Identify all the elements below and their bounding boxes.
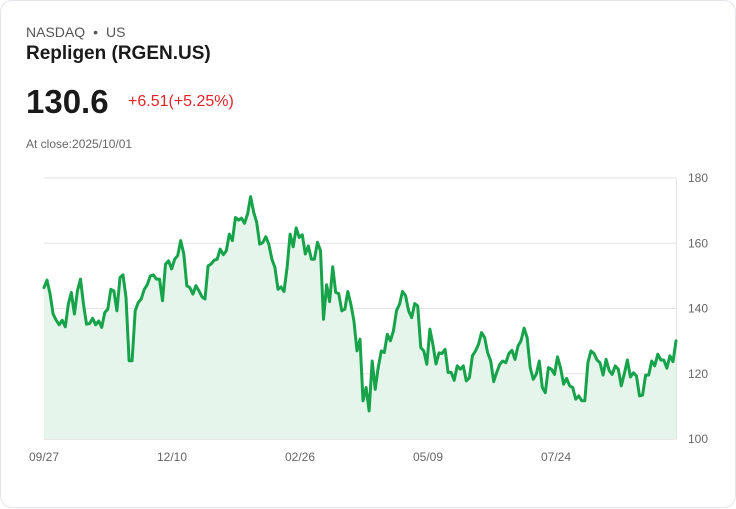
close-date: At close:2025/10/01: [26, 137, 133, 151]
y-tick-label: 100: [688, 432, 708, 446]
area-fill: [44, 196, 676, 439]
y-tick-label: 180: [688, 171, 708, 185]
x-tick-label: 12/10: [157, 450, 187, 464]
y-tick-label: 160: [688, 236, 708, 250]
separator: •: [93, 24, 99, 40]
y-tick-label: 140: [688, 302, 708, 316]
country: US: [106, 24, 126, 40]
price-line: [42, 195, 678, 413]
stock-price: 130.6: [26, 83, 109, 120]
exchange: NASDAQ: [26, 24, 86, 40]
x-tick-label: 02/26: [285, 450, 315, 464]
x-tick-label: 07/24: [541, 450, 571, 464]
y-tick-label: 120: [688, 367, 708, 381]
price-change: +6.51(+5.25%): [128, 93, 234, 110]
x-tick-label: 09/27: [29, 450, 59, 464]
stock-name: Repligen (RGEN.US): [26, 43, 211, 64]
x-tick-label: 05/09: [413, 450, 443, 464]
exchange-line: NASDAQ • US: [26, 24, 125, 40]
